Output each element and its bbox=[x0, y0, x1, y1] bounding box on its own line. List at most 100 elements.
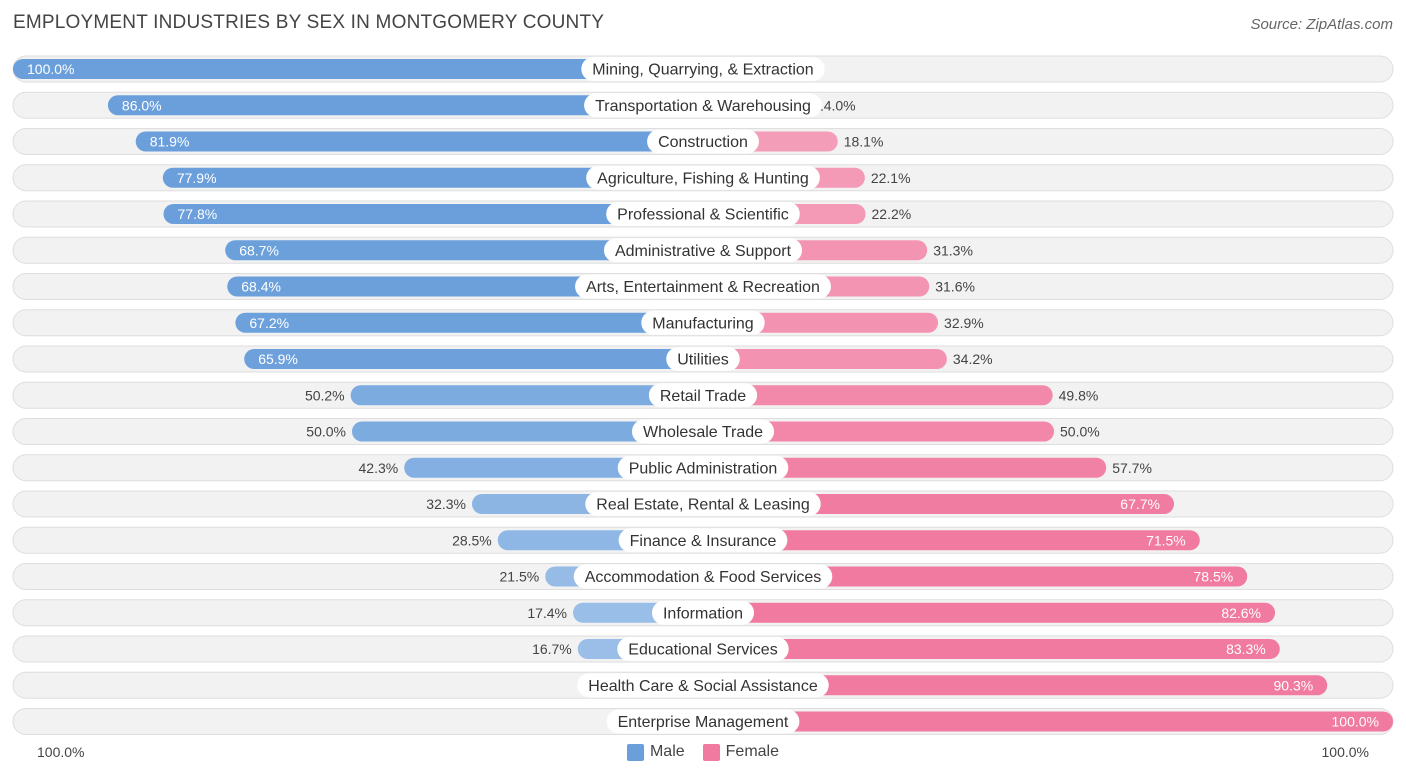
legend-label-female: Female bbox=[725, 743, 780, 760]
bar-male bbox=[350, 385, 703, 406]
bar-male bbox=[135, 131, 703, 152]
category-label: Retail Trade bbox=[660, 388, 746, 405]
category-label: Construction bbox=[658, 134, 748, 151]
bar-male bbox=[162, 167, 703, 188]
bar-male bbox=[13, 59, 703, 79]
value-label-male: 50.2% bbox=[305, 387, 345, 403]
category-label-pill bbox=[617, 637, 789, 661]
value-label-male: 68.4% bbox=[241, 279, 281, 295]
category-label-pill bbox=[586, 165, 820, 190]
chart-source: Source: ZipAtlas.com bbox=[1250, 16, 1393, 33]
bar-male bbox=[352, 421, 703, 442]
category-label: Administrative & Support bbox=[615, 243, 792, 260]
value-label-female: 14.0% bbox=[816, 97, 856, 113]
category-label: Public Administration bbox=[629, 460, 778, 477]
bar-female bbox=[703, 530, 1200, 551]
category-label: Real Estate, Rental & Leasing bbox=[596, 497, 809, 514]
chart-plot: 100.0%0.0%Mining, Quarrying, & Extractio… bbox=[12, 55, 1394, 735]
legend-item-male: Male bbox=[626, 743, 685, 761]
category-label: Educational Services bbox=[628, 642, 777, 659]
chart-title: EMPLOYMENT INDUSTRIES BY SEX IN MONTGOME… bbox=[13, 12, 605, 33]
value-label-female: 18.1% bbox=[844, 134, 884, 150]
category-label-pill bbox=[575, 274, 831, 299]
bar-female bbox=[703, 385, 1053, 406]
category-label-pill bbox=[573, 564, 833, 589]
category-label: Professional & Scientific bbox=[617, 207, 789, 224]
category-label: Utilities bbox=[677, 352, 729, 369]
value-label-male: 68.7% bbox=[239, 242, 279, 258]
category-label-pill bbox=[577, 673, 829, 698]
legend-label-male: Male bbox=[649, 743, 685, 760]
value-label-female: 100.0% bbox=[1332, 714, 1379, 730]
chart-legend: Male Female bbox=[0, 741, 1406, 763]
category-label-pill bbox=[606, 202, 800, 226]
category-label: Enterprise Management bbox=[618, 714, 789, 731]
bar-male bbox=[225, 240, 704, 261]
value-label-male: 81.9% bbox=[150, 134, 190, 150]
bar-male bbox=[244, 349, 703, 369]
value-label-male: 21.5% bbox=[500, 569, 540, 585]
category-label: Mining, Quarrying, & Extraction bbox=[592, 62, 813, 79]
bar-male bbox=[235, 312, 703, 333]
value-label-female: 31.6% bbox=[935, 279, 975, 295]
category-label: Wholesale Trade bbox=[643, 424, 763, 441]
axis-right-label: 100.0% bbox=[1321, 744, 1369, 760]
bar-female bbox=[703, 675, 1328, 696]
category-label-pill bbox=[617, 455, 789, 480]
bar-female bbox=[703, 494, 1175, 514]
category-label-pill bbox=[581, 57, 825, 81]
category-label-pill bbox=[666, 347, 740, 371]
value-label-female: 34.2% bbox=[953, 351, 993, 367]
category-label-pill bbox=[648, 383, 758, 408]
value-label-male: 86.0% bbox=[122, 97, 162, 113]
category-label-pill bbox=[603, 238, 803, 263]
value-label-female: 22.2% bbox=[872, 206, 912, 222]
bar-female bbox=[703, 711, 1393, 732]
category-label: Finance & Insurance bbox=[630, 533, 777, 550]
category-label: Manufacturing bbox=[652, 315, 753, 332]
value-label-male: 100.0% bbox=[27, 61, 74, 77]
category-label-pill bbox=[641, 310, 765, 335]
value-label-male: 77.8% bbox=[178, 206, 218, 222]
value-label-female: 90.3% bbox=[1274, 677, 1314, 693]
category-label-pill bbox=[606, 709, 800, 734]
category-label: Health Care & Social Assistance bbox=[588, 678, 818, 695]
value-label-female: 82.6% bbox=[1221, 605, 1261, 621]
category-label: Arts, Entertainment & Recreation bbox=[586, 279, 820, 296]
category-label: Accommodation & Food Services bbox=[585, 569, 822, 586]
value-label-female: 50.0% bbox=[1060, 424, 1100, 440]
category-label-pill bbox=[618, 528, 788, 553]
category-label-pill bbox=[584, 93, 822, 118]
value-label-female: 78.5% bbox=[1194, 569, 1234, 585]
bar-female bbox=[703, 349, 947, 369]
value-label-male: 67.2% bbox=[249, 315, 289, 331]
legend-item-female: Female bbox=[702, 743, 780, 761]
value-label-male: 77.9% bbox=[177, 170, 217, 186]
legend-swatch-male bbox=[626, 743, 644, 761]
category-label: Agriculture, Fishing & Hunting bbox=[597, 170, 809, 187]
value-label-female: 67.7% bbox=[1120, 496, 1160, 512]
value-label-female: 22.1% bbox=[871, 170, 911, 186]
bar-male bbox=[163, 204, 704, 224]
value-label-male: 17.4% bbox=[527, 605, 567, 621]
bar-female bbox=[703, 421, 1054, 442]
bar-female bbox=[703, 639, 1280, 659]
category-label-pill bbox=[631, 419, 775, 444]
bar-female bbox=[703, 566, 1248, 587]
value-label-male: 32.3% bbox=[426, 496, 466, 512]
value-label-female: 83.3% bbox=[1226, 641, 1266, 657]
bar-female bbox=[703, 602, 1276, 623]
value-label-female: 57.7% bbox=[1112, 460, 1152, 476]
value-label-male: 28.5% bbox=[452, 532, 492, 548]
legend-swatch-female bbox=[702, 743, 720, 761]
bar-female bbox=[703, 457, 1107, 478]
category-label: Information bbox=[663, 605, 743, 622]
value-label-female: 49.8% bbox=[1059, 387, 1099, 403]
category-label-pill bbox=[651, 600, 755, 625]
bar-male bbox=[107, 95, 704, 116]
value-label-male: 50.0% bbox=[306, 424, 346, 440]
value-label-male: 65.9% bbox=[258, 351, 298, 367]
value-label-female: 31.3% bbox=[933, 242, 973, 258]
axis-left-label: 100.0% bbox=[37, 744, 85, 760]
value-label-female: 71.5% bbox=[1146, 532, 1186, 548]
